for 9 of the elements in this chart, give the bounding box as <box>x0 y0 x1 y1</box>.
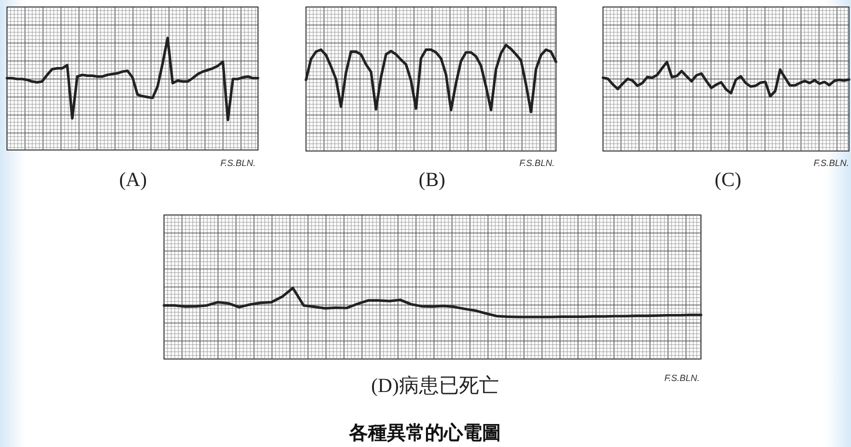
text: (D)病患已死亡 <box>371 375 499 397</box>
text: F.S.BLN. <box>519 158 555 168</box>
text: (A) <box>119 169 147 191</box>
text: F.S.BLN. <box>814 158 849 168</box>
text: F.S.BLN. <box>220 158 256 168</box>
text: F.S.BLN. <box>664 373 700 383</box>
text: (C) <box>714 169 742 191</box>
text: (B) <box>418 169 446 191</box>
text: 各種異常的心電圖 <box>348 422 501 444</box>
